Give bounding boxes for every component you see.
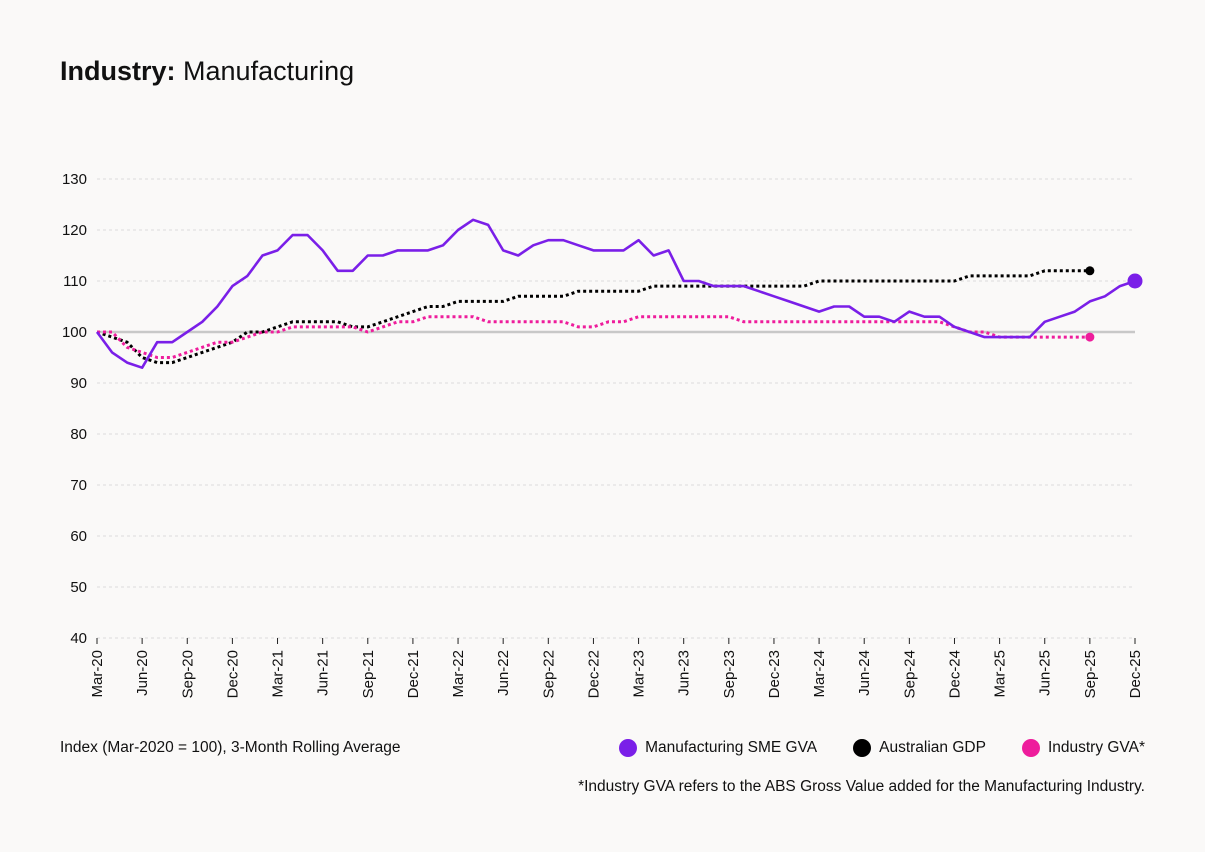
x-tick-label: Mar-21 <box>270 650 287 698</box>
y-tick-label: 70 <box>70 477 87 494</box>
y-tick-label: 60 <box>70 528 87 545</box>
end-marker-industry-gva <box>1085 332 1095 342</box>
y-tick-label: 90 <box>70 375 87 392</box>
series-lines <box>95 218 1143 370</box>
x-tick-label: Dec-20 <box>224 650 241 698</box>
legend-label: Australian GDP <box>879 739 986 756</box>
legend: Manufacturing SME GVA Australian GDP Indus… <box>619 739 1145 757</box>
x-tick-label: Jun-23 <box>676 650 693 696</box>
footnote: *Industry GVA refers to the ABS Gross Va… <box>578 778 1145 795</box>
x-tick-label: Mar-24 <box>811 650 828 698</box>
x-tick-label: Jun-22 <box>495 650 512 696</box>
x-tick-label: Sep-20 <box>179 650 196 698</box>
y-tick-label: 100 <box>62 324 87 341</box>
x-tick-label: Dec-24 <box>946 650 963 698</box>
legend-swatch <box>619 739 638 757</box>
x-axis: Mar-20 Jun-20 Sep-20 Dec-20 Mar-21 Jun-21 Sep-… <box>89 638 1144 698</box>
x-tick-label: Dec-22 <box>585 650 602 698</box>
x-tick-label: Mar-20 <box>89 650 106 698</box>
end-marker-manufacturing-sme-gva <box>1127 273 1143 289</box>
x-tick-label: Sep-24 <box>901 650 918 698</box>
y-tick-label: 50 <box>70 579 87 596</box>
legend-item-manufacturing-sme-gva: Manufacturing SME GVA <box>619 739 817 757</box>
legend-swatch <box>853 739 872 757</box>
series-line-australian-gdp <box>96 269 1090 365</box>
y-tick-label: 120 <box>62 222 87 239</box>
legend-swatch <box>1021 739 1040 757</box>
y-tick-label: 110 <box>63 273 87 290</box>
legend-item-industry-gva: Industry GVA* <box>1021 739 1145 757</box>
x-tick-label: Sep-22 <box>540 650 557 698</box>
x-tick-label: Mar-23 <box>631 650 648 698</box>
x-tick-label: Dec-21 <box>405 650 422 698</box>
chart-title: Industry: Manufacturing <box>60 54 354 88</box>
x-tick-label: Sep-25 <box>1082 650 1099 698</box>
legend-label: Manufacturing SME GVA <box>645 739 818 756</box>
x-tick-label: Dec-23 <box>766 650 783 698</box>
x-tick-label: Jun-25 <box>1037 650 1054 696</box>
chart-footer: Index (Mar-2020 = 100), 3-Month Rolling … <box>60 739 1145 761</box>
x-tick-label: Jun-24 <box>856 650 873 696</box>
title-bold: Industry: <box>60 56 176 86</box>
legend-label: Industry GVA* <box>1047 739 1145 756</box>
index-note: Index (Mar-2020 = 100), 3-Month Rolling … <box>60 739 401 756</box>
legend-item-australian-gdp: Australian GDP <box>853 739 986 757</box>
x-tick-label: Sep-23 <box>721 650 738 698</box>
end-marker-australian-gdp <box>1085 266 1095 276</box>
y-tick-label: 80 <box>70 426 87 443</box>
x-tick-label: Sep-21 <box>360 650 377 698</box>
x-tick-label: Jun-21 <box>315 650 332 696</box>
y-axis: 40 50 60 70 80 90 100 110 120 130 <box>62 171 87 647</box>
series-line-manufacturing-sme-gva <box>95 218 1136 370</box>
x-tick-label: Mar-25 <box>992 650 1009 698</box>
title-rest: Manufacturing <box>183 56 355 86</box>
x-tick-label: Jun-20 <box>134 650 151 696</box>
grid-lines <box>97 178 1135 639</box>
x-tick-label: Dec-25 <box>1127 650 1144 698</box>
y-tick-label: 130 <box>62 171 87 188</box>
series-line-industry-gva <box>97 315 1090 359</box>
x-tick-label: Mar-22 <box>450 650 467 698</box>
y-tick-label: 40 <box>70 630 87 647</box>
